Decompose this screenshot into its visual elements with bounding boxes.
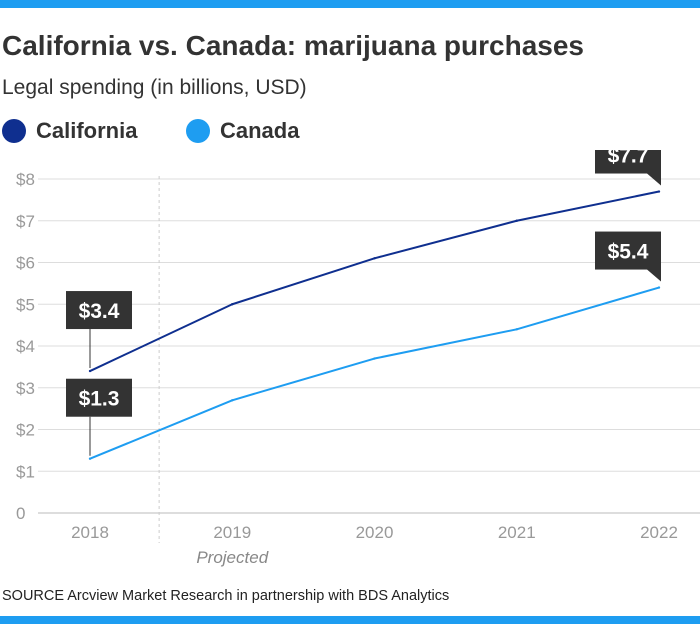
callout-text: $7.7 <box>608 150 649 168</box>
y-tick-label: $3 <box>16 379 35 398</box>
chart-title: California vs. Canada: marijuana purchas… <box>2 30 584 61</box>
data-point <box>657 190 661 193</box>
y-tick-label: $7 <box>16 212 35 231</box>
legend-swatch-california <box>2 119 26 143</box>
data-point <box>657 286 661 289</box>
series-line-california <box>89 190 660 372</box>
callout-box <box>66 291 132 330</box>
y-tick-label: 0 <box>16 504 25 523</box>
data-point <box>373 357 376 360</box>
data-label-callout: $3.4 <box>66 291 132 369</box>
x-tick-label: 2019 <box>213 523 251 542</box>
legend-swatch-canada <box>186 119 210 143</box>
x-tick-label: 2020 <box>356 523 394 542</box>
data-label-callout: $7.7 <box>595 150 661 186</box>
callout-box <box>595 150 661 174</box>
line-chart: 0 $1 $2 $3 $4 $5 $6 $7 $8 2018 2019 2020 2021 2022 Pro… <box>16 150 700 567</box>
data-point <box>515 219 518 222</box>
data-point <box>231 303 234 306</box>
data-point <box>231 399 234 402</box>
y-tick-label: $2 <box>16 421 35 440</box>
x-tick-label: 2018 <box>71 523 109 542</box>
x-tick-label: 2022 <box>640 523 678 542</box>
callout-text: $1.3 <box>79 388 120 411</box>
data-label-callout: $5.4 <box>595 231 661 282</box>
data-label-callout: $1.3 <box>66 378 132 456</box>
data-point <box>373 257 376 260</box>
chart-subtitle: Legal spending (in billions, USD) <box>2 76 307 99</box>
source-note: SOURCE Arcview Market Research in partne… <box>2 588 450 604</box>
callout-text: $5.4 <box>608 241 649 264</box>
top-accent-bar <box>0 0 700 8</box>
callout-box <box>66 378 132 417</box>
y-tick-label: $1 <box>16 462 35 481</box>
series-line-canada <box>89 286 660 460</box>
data-point <box>88 457 92 460</box>
callout-box <box>595 231 661 270</box>
data-point <box>515 328 518 331</box>
legend-label-canada: Canada <box>220 118 300 143</box>
callout-pointer <box>647 173 661 186</box>
legend-item-canada: Canada <box>186 118 299 144</box>
callout-text: $3.4 <box>79 300 120 323</box>
bottom-accent-bar <box>0 616 700 624</box>
callout-pointer <box>647 269 661 282</box>
x-tick-label: 2021 <box>498 523 536 542</box>
legend-label-california: California <box>36 118 138 143</box>
y-tick-label: $4 <box>16 337 35 356</box>
projected-label: Projected <box>196 548 268 567</box>
y-tick-label: $8 <box>16 170 35 189</box>
y-tick-label: $5 <box>16 295 35 314</box>
data-point <box>88 369 92 373</box>
legend-item-california: California <box>2 118 137 144</box>
y-tick-label: $6 <box>16 254 35 273</box>
